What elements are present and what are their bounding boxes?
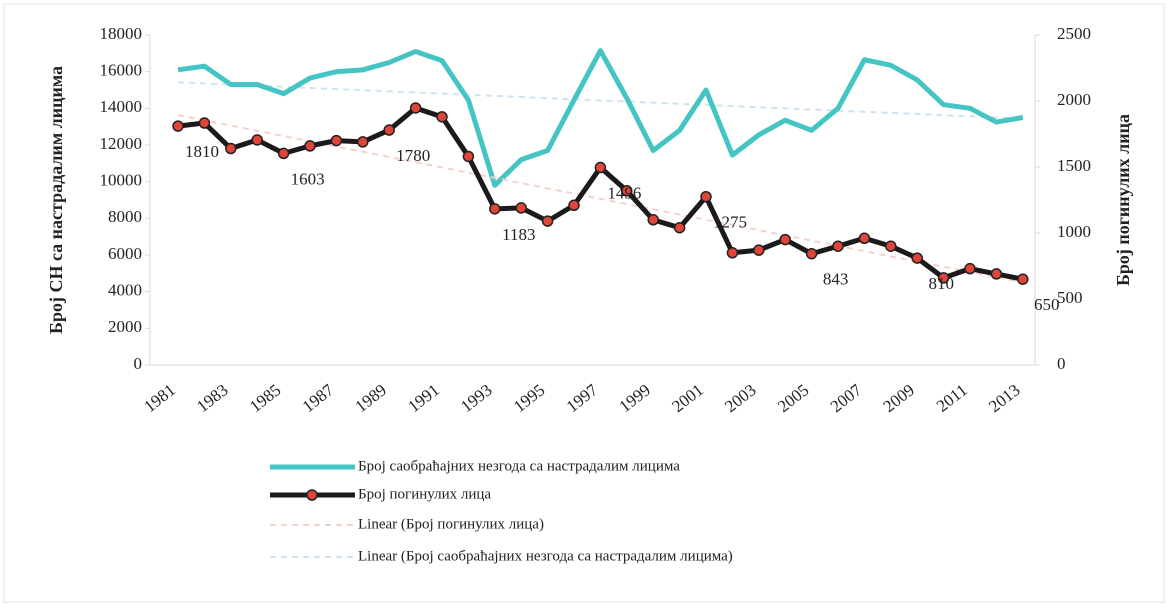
legend-label: Linear (Број погинулих лица) — [358, 516, 544, 532]
data-label: 1496 — [607, 183, 641, 202]
marker — [568, 199, 580, 212]
marker — [225, 142, 237, 155]
marker — [277, 147, 290, 160]
data-label: 1810 — [185, 142, 219, 161]
y2-tick-label: 1500 — [1057, 156, 1091, 175]
marker — [594, 161, 607, 174]
y2-tick-label: 0 — [1057, 354, 1066, 373]
marker — [937, 272, 950, 284]
y-tick-label: 16000 — [100, 61, 143, 80]
y-tick-label: 12000 — [100, 134, 143, 153]
y2-tick-label: 1000 — [1057, 222, 1091, 241]
legend-label: Број саобраћајних незгода са настрадалим… — [358, 458, 680, 474]
marker — [885, 240, 897, 252]
y-tick-label: 14000 — [100, 97, 143, 116]
data-label: 810 — [928, 274, 954, 293]
marker — [357, 136, 369, 148]
marker — [436, 111, 448, 123]
frame — [3, 3, 1165, 603]
data-label: 1603 — [291, 169, 325, 188]
marker — [515, 202, 527, 214]
marker — [541, 215, 554, 227]
marker — [647, 214, 659, 226]
y-tick-label: 0 — [134, 354, 143, 373]
marker — [198, 117, 211, 129]
marker — [409, 102, 422, 114]
marker — [753, 244, 765, 256]
y2-axis-label: Број погинулих лица — [1113, 114, 1133, 286]
legend-marker — [306, 489, 318, 501]
data-label: 650 — [1034, 295, 1060, 314]
marker — [1017, 273, 1029, 285]
y-tick-label: 10000 — [100, 171, 143, 190]
marker — [990, 268, 1003, 280]
marker — [805, 247, 818, 260]
data-label: 1780 — [396, 146, 430, 165]
series-line — [177, 48, 1024, 188]
marker — [832, 240, 844, 252]
marker — [964, 262, 976, 275]
marker — [330, 134, 343, 147]
legend-label: Linear (Број саобраћајних незгода са нас… — [358, 548, 733, 564]
marker — [673, 221, 686, 234]
marker — [911, 252, 923, 264]
y2-tick-label: 2000 — [1057, 90, 1091, 109]
y2-tick-label: 500 — [1057, 288, 1083, 307]
data-label: 1275 — [713, 213, 747, 232]
trend-line — [177, 81, 1023, 120]
marker — [251, 134, 263, 146]
y-axis-label: Број СН са настрадалим лицима — [46, 66, 66, 334]
marker — [489, 203, 501, 215]
marker — [779, 233, 791, 246]
y-tick-label: 18000 — [100, 24, 143, 43]
marker — [304, 140, 316, 152]
marker — [700, 190, 712, 203]
y-tick-label: 2000 — [108, 317, 142, 336]
marker — [726, 247, 739, 259]
marker — [383, 124, 395, 136]
marker — [621, 185, 633, 197]
data-label: 843 — [823, 270, 849, 289]
y-tick-label: 6000 — [108, 244, 142, 263]
marker — [462, 150, 475, 163]
marker — [172, 120, 184, 132]
y2-tick-label: 2500 — [1057, 24, 1091, 43]
y-tick-label: 4000 — [108, 281, 142, 300]
data-label: 1183 — [502, 225, 535, 244]
legend-label: Број погинулих лица — [358, 486, 491, 502]
marker — [858, 232, 871, 245]
y-tick-label: 8000 — [108, 207, 142, 226]
